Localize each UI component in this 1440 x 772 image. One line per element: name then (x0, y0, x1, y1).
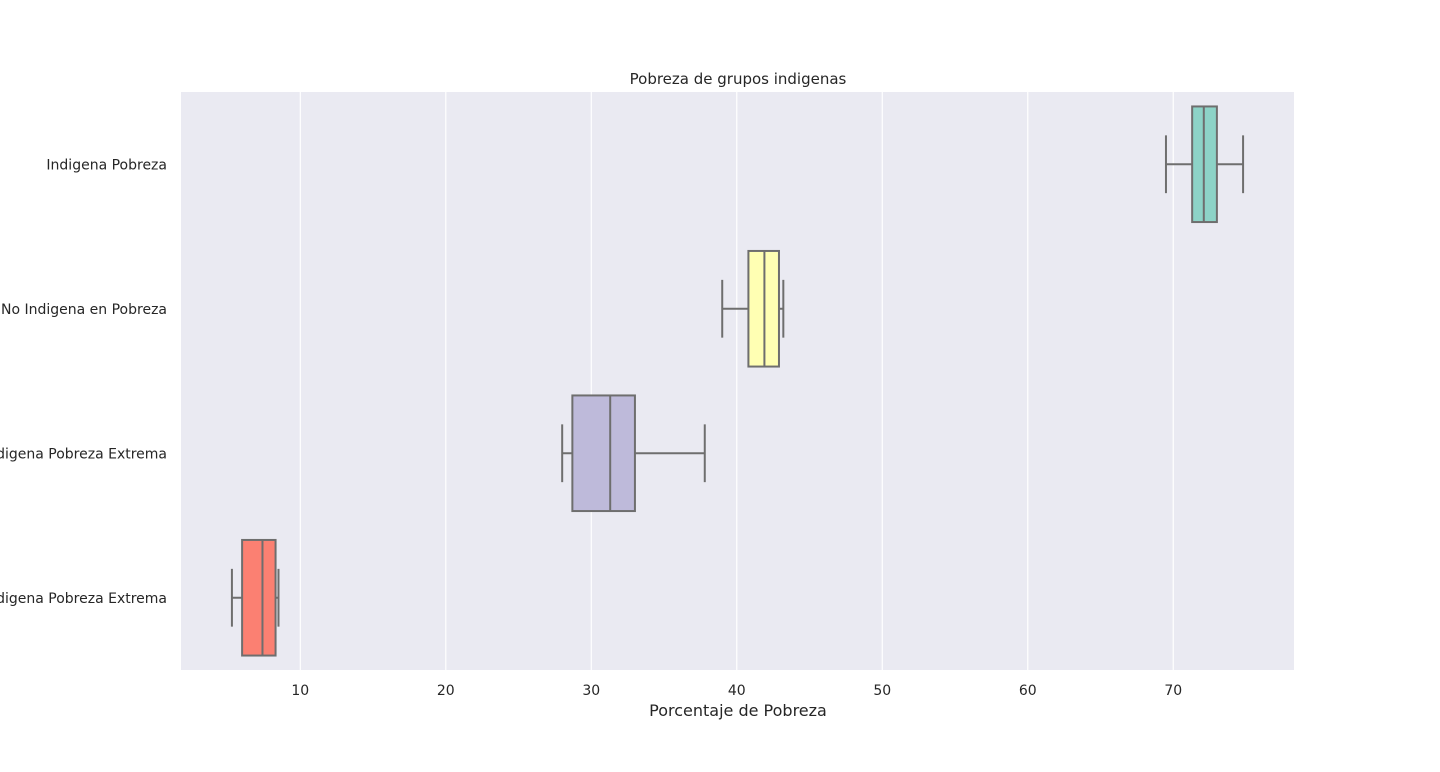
y-category-label: Indigena Pobreza Extrema (0, 446, 167, 462)
box-group (721, 249, 785, 368)
x-tick-label: 60 (1019, 683, 1037, 699)
chart-title: Pobreza de grupos indigenas (630, 70, 847, 88)
x-tick-label: 50 (873, 683, 891, 699)
box-group (561, 394, 706, 513)
x-axis-title: Porcentaje de Pobreza (649, 701, 827, 720)
x-axis-ticks: 10 20 30 40 50 60 70 (291, 683, 1182, 699)
box-iqr (241, 538, 277, 657)
y-axis-categories: Indigena Pobreza No Indigena en Pobreza In… (0, 157, 167, 607)
y-category-label: Indigena Pobreza (46, 157, 167, 173)
x-tick-label: 40 (728, 683, 746, 699)
y-category-label: No Indigena en Pobreza (1, 302, 167, 318)
grid-lines (299, 92, 1174, 670)
box-iqr (571, 394, 636, 513)
box-group (230, 538, 280, 657)
x-tick-label: 70 (1164, 683, 1182, 699)
box-series (230, 105, 1245, 657)
y-category-label: No Indigena Pobreza Extrema (0, 591, 167, 607)
plot-area (181, 92, 1294, 670)
box-group (1164, 105, 1245, 224)
x-tick-label: 10 (291, 683, 309, 699)
x-tick-label: 30 (582, 683, 600, 699)
x-tick-label: 20 (437, 683, 455, 699)
